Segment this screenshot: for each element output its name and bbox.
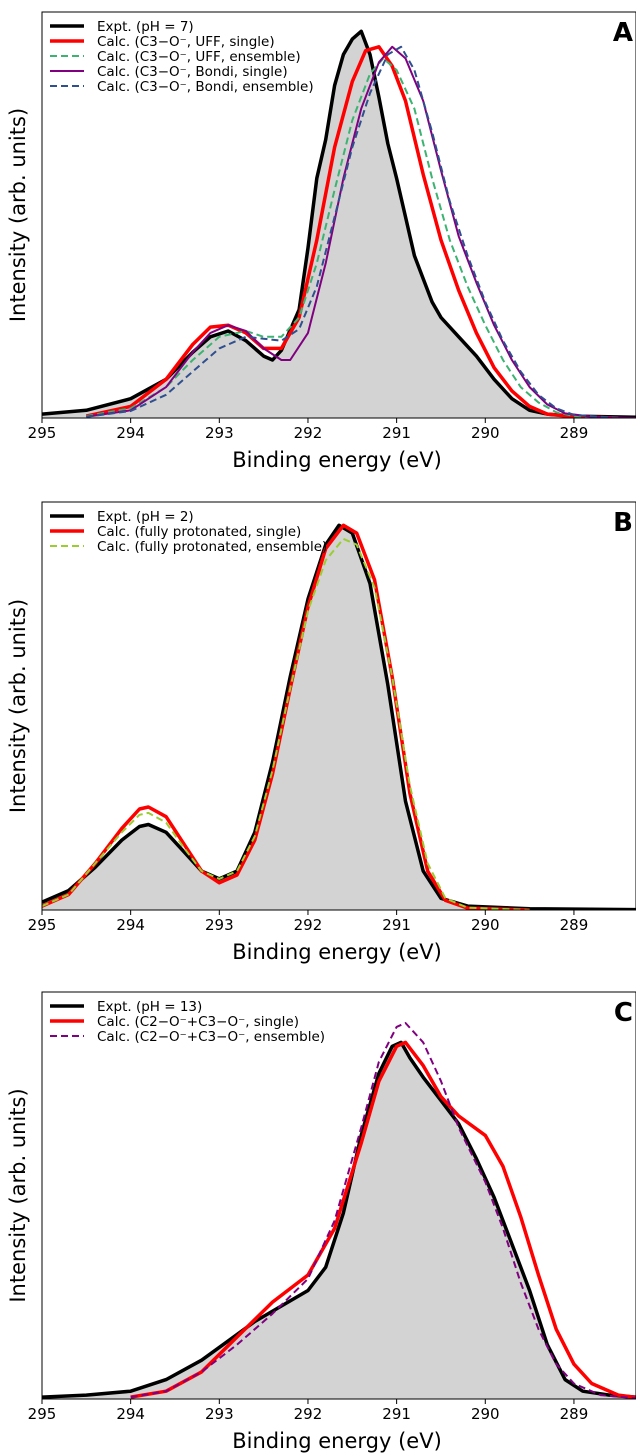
plot-area <box>42 523 636 910</box>
series-line-0 <box>42 29 636 418</box>
legend-label-0: Expt. (pH = 7) <box>97 19 194 35</box>
plot-frame <box>41 991 636 1400</box>
plot-area <box>42 1022 636 1399</box>
legend: Expt. (pH = 2)Calc. (fully protonated, s… <box>50 509 327 555</box>
series-line-1 <box>42 523 530 910</box>
x-tick-label-289: 289 <box>560 424 589 442</box>
series-line-4 <box>86 45 619 418</box>
x-tick-label-293: 293 <box>205 424 234 442</box>
x-tick-label-295: 295 <box>28 424 57 442</box>
plot-frame <box>41 501 636 911</box>
series-line-1 <box>85 45 619 418</box>
series-line-2 <box>130 1022 636 1399</box>
panel-label: C <box>614 998 633 1028</box>
legend-label-0: Expt. (pH = 13) <box>97 999 202 1015</box>
chart-panel-C: 295 294 293 292 291 290 289 Binding energy (eV)… <box>6 991 636 1453</box>
y-axis-label: Intensity (arb. units) <box>6 1088 30 1302</box>
x-tick-label-295: 295 <box>28 916 57 934</box>
series-line-0 <box>42 1040 636 1399</box>
chart-panel-B: 295 294 293 292 291 290 289 Binding energy (eV)… <box>6 501 636 964</box>
x-tick-label-290: 290 <box>471 916 500 934</box>
series-line-3 <box>86 45 636 418</box>
series-line-0 <box>42 523 636 910</box>
panel-label: A <box>613 18 633 48</box>
y-axis-label: Intensity (arb. units) <box>6 108 30 322</box>
series-line-2 <box>42 537 530 910</box>
x-axis-label: Binding energy (eV) <box>232 448 442 472</box>
panel-label: B <box>613 508 633 538</box>
legend: Expt. (pH = 7)Calc. (C3−O⁻, UFF, single)… <box>50 19 314 95</box>
x-tick-label-290: 290 <box>471 1405 500 1423</box>
series-fill-0 <box>42 525 636 910</box>
legend-label-3: Calc. (C3−O⁻, Bondi, single) <box>97 64 288 80</box>
x-tick-label-295: 295 <box>28 1405 57 1423</box>
x-tick-label-291: 291 <box>382 1405 411 1423</box>
legend: Expt. (pH = 13)Calc. (C2−O⁻+C3−O⁻, singl… <box>50 999 325 1045</box>
x-axis-label: Binding energy (eV) <box>232 1429 442 1453</box>
x-tick-label-291: 291 <box>382 424 411 442</box>
x-tick-label-294: 294 <box>116 916 145 934</box>
plot-area <box>42 29 636 418</box>
x-tick-label-290: 290 <box>471 424 500 442</box>
legend-label-1: Calc. (C3−O⁻, UFF, single) <box>97 34 275 50</box>
x-tick-label-293: 293 <box>205 1405 234 1423</box>
x-tick-label-294: 294 <box>116 424 145 442</box>
legend-label-2: Calc. (fully protonated, ensemble) <box>97 539 327 555</box>
x-tick-label-291: 291 <box>382 916 411 934</box>
legend-label-1: Calc. (C2−O⁻+C3−O⁻, single) <box>97 1014 299 1030</box>
x-tick-label-292: 292 <box>294 1405 323 1423</box>
y-axis-label: Intensity (arb. units) <box>6 599 30 813</box>
x-tick-label-294: 294 <box>116 1405 145 1423</box>
x-axis-label: Binding energy (eV) <box>232 940 442 964</box>
x-tick-label-289: 289 <box>560 1405 589 1423</box>
plot-frame <box>41 11 636 419</box>
legend-label-4: Calc. (C3−O⁻, Bondi, ensemble) <box>97 79 314 95</box>
legend-label-2: Calc. (C2−O⁻+C3−O⁻, ensemble) <box>97 1029 325 1045</box>
series-fill-0 <box>42 1042 636 1399</box>
x-tick-label-293: 293 <box>205 916 234 934</box>
x-tick-label-289: 289 <box>560 916 589 934</box>
x-tick-label-292: 292 <box>294 916 323 934</box>
legend-label-0: Expt. (pH = 2) <box>97 509 194 525</box>
legend-label-2: Calc. (C3−O⁻, UFF, ensemble) <box>97 49 301 65</box>
series-fill-0 <box>42 31 636 418</box>
series-line-1 <box>130 1040 636 1399</box>
legend-label-1: Calc. (fully protonated, single) <box>97 524 301 540</box>
x-tick-label-292: 292 <box>294 424 323 442</box>
chart-panel-A: 295 294 293 292 291 290 289 Binding energy (eV)… <box>6 11 636 472</box>
